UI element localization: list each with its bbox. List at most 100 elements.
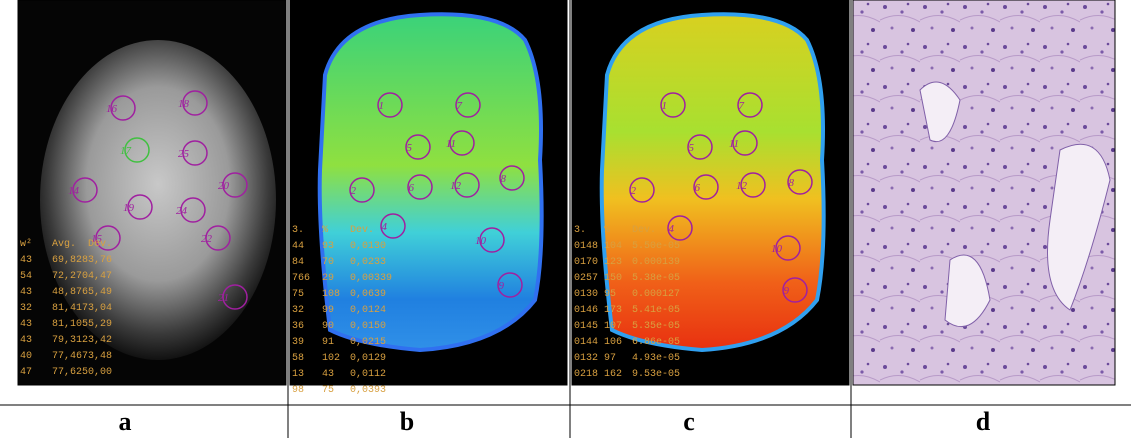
roi-label: 5 <box>407 142 413 154</box>
roi-label: 2 <box>351 185 357 197</box>
table-cell: 29 <box>322 273 334 284</box>
table-cell: 0,0130 <box>350 241 386 252</box>
table-cell: 5.35e-05 <box>632 321 680 332</box>
table-cell: 5,29 <box>88 319 112 330</box>
table-header: Dev. <box>632 225 656 236</box>
table-cell: 162 <box>604 369 622 380</box>
roi-label: 6 <box>409 182 415 194</box>
table-header: 3. <box>292 225 304 236</box>
table-header: w² <box>20 239 32 250</box>
table-cell: 47 <box>20 367 32 378</box>
roi-circle <box>127 194 153 220</box>
roi-circle <box>182 90 208 116</box>
table-cell: 70 <box>322 257 334 268</box>
panel-label: a <box>119 407 132 436</box>
table-cell: 3,04 <box>88 303 112 314</box>
table-header: 3. <box>574 225 586 236</box>
table-cell: 123 <box>604 257 622 268</box>
table-header: % <box>604 225 610 236</box>
table-cell: 0,0124 <box>350 305 386 316</box>
table-cell: 3,48 <box>88 351 112 362</box>
roi-circle <box>775 235 801 261</box>
table-cell: 39 <box>292 337 304 348</box>
table-cell: 6.86e-05 <box>632 337 680 348</box>
table-cell: 102 <box>322 353 340 364</box>
roi-circle <box>95 225 121 251</box>
roi-circle <box>787 169 813 195</box>
table-cell: 58 <box>292 353 304 364</box>
roi-circle <box>205 225 231 251</box>
roi-circle <box>693 174 719 200</box>
table-cell: 0.000127 <box>632 289 680 300</box>
roi-circle <box>72 177 98 203</box>
table-cell: 0,0129 <box>350 353 386 364</box>
roi-label: 1 <box>379 100 385 112</box>
roi-label: 12 <box>736 180 748 192</box>
roi-circle <box>667 215 693 241</box>
table-cell: 104 <box>604 241 622 252</box>
table-cell: 77,625 <box>52 367 88 378</box>
table-cell: 75 <box>292 289 304 300</box>
table-cell: 0145 <box>574 321 598 332</box>
table-cell: 36 <box>292 321 304 332</box>
table-cell: 44 <box>292 241 304 252</box>
table-cell: 106 <box>604 337 622 348</box>
mri-image <box>40 40 276 360</box>
roi-label: 17 <box>120 145 132 157</box>
table-cell: 0148 <box>574 241 598 252</box>
table-cell: 0,00339 <box>350 273 392 284</box>
table-cell: 0,0393 <box>350 385 386 396</box>
roi-label: 11 <box>729 138 739 150</box>
roi-label: 25 <box>178 148 190 160</box>
table-header: % <box>322 225 328 236</box>
table-cell: 77,467 <box>52 351 88 362</box>
table-cell: 108 <box>322 289 340 300</box>
table-cell: 40 <box>20 351 32 362</box>
table-cell: 32 <box>20 303 32 314</box>
roi-circle <box>349 177 375 203</box>
table-cell: 43 <box>322 369 334 380</box>
table-cell: 43 <box>20 287 32 298</box>
roi-circle <box>497 272 523 298</box>
table-cell: 0146 <box>574 305 598 316</box>
roi-label: 18 <box>178 98 190 110</box>
table-cell: 9.53e-05 <box>632 369 680 380</box>
table-cell: 13 <box>292 369 304 380</box>
gland-lumen <box>919 81 1111 328</box>
table-header: Avg. <box>52 239 76 250</box>
roi-circle <box>454 172 480 198</box>
table-cell: 0218 <box>574 369 598 380</box>
table-cell: 0,0233 <box>350 257 386 268</box>
table-header: Dev. <box>88 239 112 250</box>
roi-label: 10 <box>771 243 783 255</box>
table-cell: 0257 <box>574 273 598 284</box>
roi-label: 15 <box>91 233 103 245</box>
table-cell: 5,49 <box>88 287 112 298</box>
table-cell: 0144 <box>574 337 598 348</box>
table-cell: 173 <box>604 305 622 316</box>
roi-circle <box>449 130 475 156</box>
table-cell: 766 <box>292 273 310 284</box>
roi-label: 4 <box>382 221 388 233</box>
table-cell: 93 <box>322 241 334 252</box>
table-cell: 43 <box>20 319 32 330</box>
roi-label: 5 <box>689 142 695 154</box>
roi-label: 19 <box>123 202 135 214</box>
roi-circle <box>182 140 208 166</box>
roi-label: 8 <box>789 177 795 189</box>
roi-circle <box>180 197 206 223</box>
table-cell: 91 <box>322 337 334 348</box>
table-cell: 48,876 <box>52 287 88 298</box>
roi-label: 10 <box>475 235 487 247</box>
table-cell: 0,0639 <box>350 289 386 300</box>
table-cell: 98 <box>292 385 304 396</box>
roi-label: 9 <box>499 280 505 292</box>
table-cell: 150 <box>604 273 622 284</box>
roi-label: 8 <box>501 173 507 185</box>
roi-label: 16 <box>106 103 118 115</box>
table-cell: 69,828 <box>52 255 88 266</box>
roi-circle <box>732 130 758 156</box>
table-cell: 4.93e-05 <box>632 353 680 364</box>
table-cell: 97 <box>604 353 616 364</box>
